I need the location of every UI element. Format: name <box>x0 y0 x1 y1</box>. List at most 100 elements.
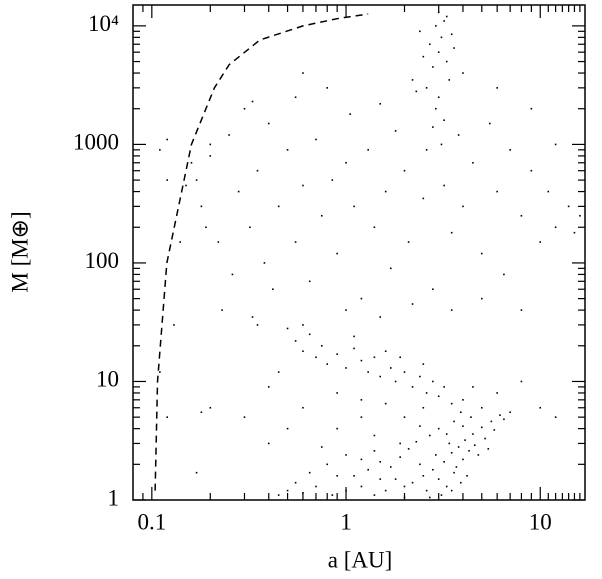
scatter-point <box>462 72 464 74</box>
scatter-point <box>499 414 501 416</box>
scatter-point <box>450 33 453 36</box>
scatter-point <box>205 226 207 229</box>
scatter-point <box>267 442 270 445</box>
scatter-point <box>360 485 363 488</box>
scatter-point <box>326 363 329 365</box>
x-axis-label: a [AU] <box>328 547 393 572</box>
scatter-point <box>460 481 462 484</box>
scatter-point <box>320 214 323 217</box>
scatter-point <box>573 231 576 234</box>
scatter-point <box>445 60 448 63</box>
scatter-point <box>425 87 428 89</box>
scatter-point <box>267 122 270 125</box>
scatter-point <box>437 96 440 99</box>
scatter-point <box>520 214 523 217</box>
scatter-point <box>425 489 428 492</box>
scatter-point <box>448 442 451 445</box>
scatter-point <box>520 380 523 383</box>
scatter-point <box>277 205 280 208</box>
scatter-point <box>379 103 382 105</box>
scatter-point <box>315 356 317 359</box>
scatter-point <box>373 494 376 496</box>
scatter-point <box>185 184 187 187</box>
scatter-point <box>394 478 397 480</box>
scatter-point <box>464 439 466 441</box>
scatter-point <box>443 386 445 388</box>
scatter-point <box>503 273 505 276</box>
scatter-point <box>432 468 434 471</box>
scatter-point <box>480 426 483 429</box>
scatter-point <box>256 169 259 172</box>
scatter-point <box>277 371 280 373</box>
scatter-point <box>360 458 363 461</box>
scatter-point <box>384 489 387 492</box>
scatter-point <box>200 205 203 208</box>
scatter-point <box>415 440 418 443</box>
scatter-point <box>302 184 304 187</box>
scatter-point <box>302 72 304 74</box>
scatter-point <box>384 350 387 353</box>
scatter-point <box>277 494 280 496</box>
y-tick-label: 10⁴ <box>88 11 119 36</box>
scatter-point <box>256 324 259 326</box>
scatter-point <box>286 327 289 330</box>
scatter-point <box>422 197 425 200</box>
y-tick-label: 100 <box>85 248 120 273</box>
scatter-point <box>450 452 453 454</box>
scatter-point <box>326 463 329 466</box>
scatter-point <box>509 411 511 414</box>
scatter-point <box>443 20 445 22</box>
scatter-point <box>429 43 431 46</box>
scatter-point <box>345 161 347 164</box>
scatter-point <box>353 347 355 350</box>
scatter-point <box>308 280 311 283</box>
scatter-point <box>302 350 304 353</box>
scatter-point <box>437 427 440 430</box>
scatter-point <box>435 107 437 110</box>
scatter-point <box>373 450 376 452</box>
scatter-point <box>539 406 542 409</box>
scatter-point <box>373 356 376 359</box>
scatter-point <box>432 126 434 128</box>
scatter-point <box>308 333 311 336</box>
scatter-point <box>422 406 425 409</box>
scatter-point <box>251 316 254 318</box>
scatter-point <box>472 433 474 435</box>
scatter-point <box>453 420 455 423</box>
scatter-point <box>345 367 347 369</box>
scatter-point <box>547 190 550 193</box>
scatter-point <box>435 25 437 27</box>
scatter-point <box>294 96 297 99</box>
scatter-point <box>320 446 323 448</box>
scatter-point <box>331 179 334 181</box>
scatter-point <box>437 395 440 398</box>
scatter-point <box>367 149 369 151</box>
scatter-point <box>209 155 212 157</box>
scatter-point <box>336 353 338 355</box>
scatter-point <box>379 316 382 318</box>
scatter-point <box>440 143 443 146</box>
scatter-point <box>480 252 483 255</box>
x-tick-label: 1 <box>340 509 352 534</box>
scatter-point <box>302 492 304 494</box>
scatter-point <box>394 380 397 383</box>
scatter-point <box>209 406 212 409</box>
scatter-point <box>407 448 410 450</box>
scatter-point <box>496 190 498 193</box>
scatter-point <box>443 461 445 463</box>
scatter-point <box>353 475 355 477</box>
scatter-point <box>336 392 338 394</box>
scatter-point <box>579 214 581 217</box>
scatter-point <box>437 478 440 480</box>
scatter-point <box>419 30 421 33</box>
scatter-point <box>448 79 451 81</box>
y-tick-label: 10 <box>96 367 119 392</box>
scatter-point <box>237 190 240 193</box>
y-tick-label: 1 <box>108 485 120 510</box>
scatter-point <box>530 169 533 172</box>
scatter-point <box>429 496 431 499</box>
scatter-point <box>457 446 460 448</box>
scatter-point <box>443 184 445 187</box>
scatter-point <box>286 149 289 151</box>
